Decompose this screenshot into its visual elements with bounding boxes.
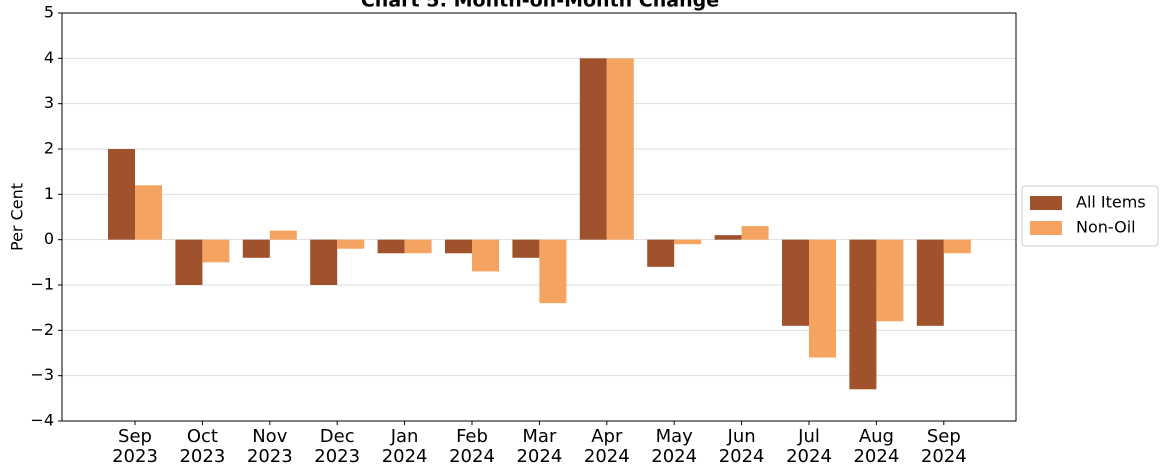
y-axis-label: Per Cent: [8, 183, 27, 251]
bar: [445, 239, 472, 254]
bar: [242, 239, 270, 258]
bar: [579, 58, 607, 240]
bar: [269, 230, 297, 240]
bar: [809, 239, 836, 358]
bar: [472, 239, 499, 272]
plot-frame: [61, 12, 1017, 422]
bar: [310, 239, 338, 285]
legend-swatch: [1030, 196, 1062, 210]
y-tick-label: 2: [44, 139, 54, 158]
y-tick-label: −3: [30, 365, 54, 384]
x-tick-label: Dec 2023: [314, 426, 361, 467]
bar: [175, 239, 203, 285]
bar: [512, 239, 540, 258]
bar: [782, 239, 809, 326]
bar: [404, 239, 432, 254]
bar: [714, 235, 742, 240]
bar: [606, 58, 634, 240]
bar: [943, 239, 971, 254]
bar: [377, 239, 405, 254]
x-tick-label: Nov 2023: [246, 426, 293, 467]
bar: [108, 149, 135, 240]
x-tick-label: Aug 2024: [853, 426, 900, 467]
bar: [135, 185, 162, 240]
y-tick-label: 0: [44, 229, 54, 248]
x-tick-label: Feb 2024: [449, 426, 495, 467]
x-tick-label: Oct 2023: [179, 426, 226, 467]
bar: [741, 226, 769, 240]
y-tick-label: −4: [30, 411, 54, 430]
y-tick-label: −2: [30, 320, 54, 339]
bar: [202, 239, 230, 263]
legend-label: Non-Oil: [1076, 218, 1136, 237]
x-tick-label: Apr 2024: [583, 426, 630, 467]
y-tick-label: 1: [44, 184, 54, 203]
bar: [337, 239, 365, 249]
legend-label: All Items: [1076, 193, 1146, 212]
x-tick-label: May 2024: [651, 426, 698, 467]
x-tick-label: Jun 2024: [718, 426, 765, 467]
y-tick-label: 3: [44, 93, 54, 112]
y-tick-label: 4: [44, 48, 54, 67]
bar: [876, 239, 904, 322]
chart-title: Chart 5: Month-on-Month Change: [361, 0, 719, 12]
x-tick-label: Mar 2024: [516, 426, 563, 467]
x-tick-label: Sep 2024: [920, 426, 967, 467]
bar: [849, 239, 877, 390]
y-tick-label: 5: [44, 3, 54, 22]
bar: [674, 239, 702, 245]
x-tick-label: Jan 2024: [381, 426, 428, 467]
legend-swatch: [1030, 221, 1062, 235]
x-tick-label: Jul 2024: [786, 426, 832, 467]
bar: [647, 239, 675, 267]
bar: [539, 239, 567, 304]
y-tick-label: −1: [30, 275, 54, 294]
bar: [916, 239, 944, 326]
x-tick-label: Sep 2023: [112, 426, 158, 467]
